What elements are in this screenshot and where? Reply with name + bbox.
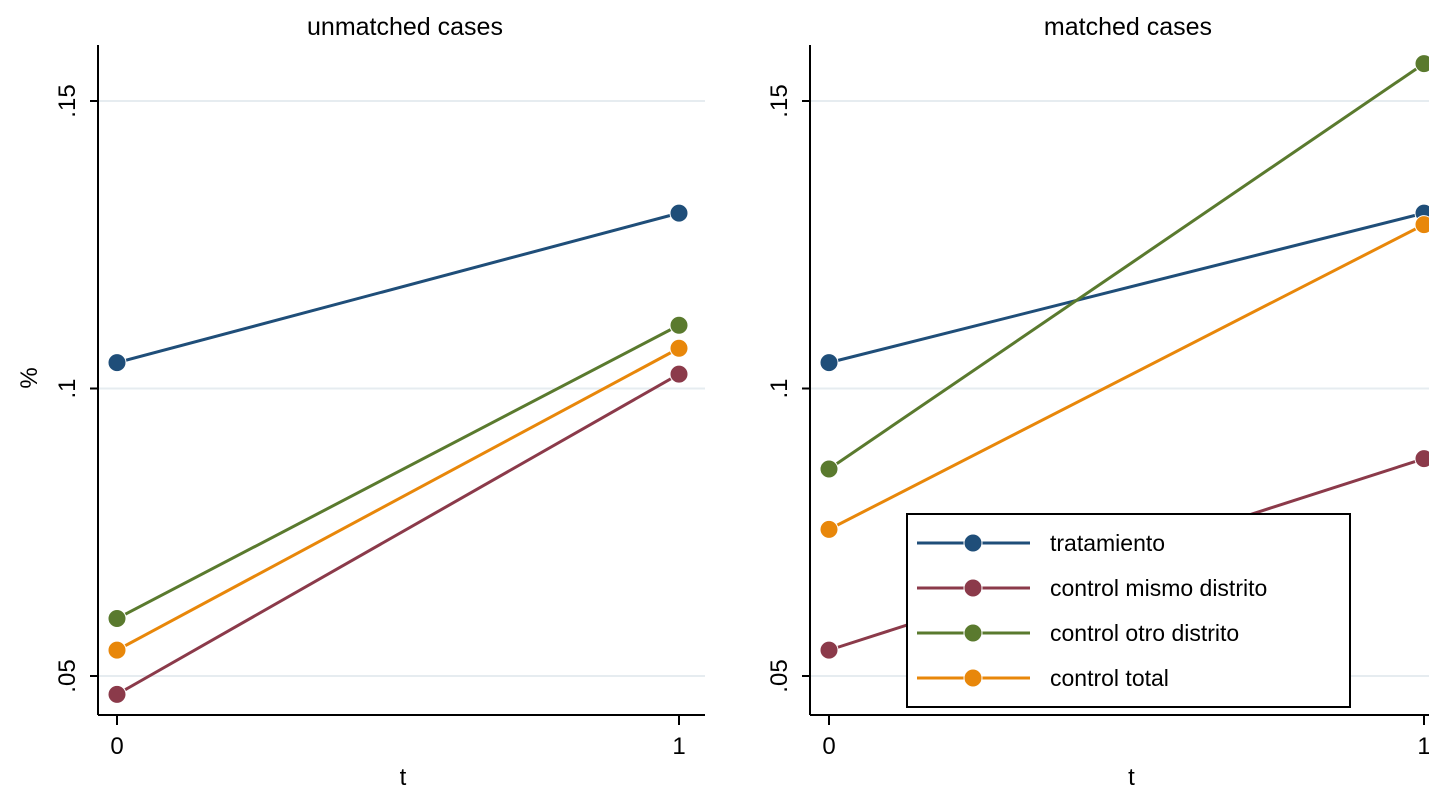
series-control-otro-distrito	[107, 315, 689, 628]
y-axis-label: %	[16, 367, 43, 388]
x-tick-label: 0	[822, 733, 835, 760]
series-control-mismo-distrito	[107, 364, 689, 704]
data-point	[1414, 54, 1429, 74]
x-tick-label: 0	[110, 733, 123, 760]
series-line	[828, 62, 1425, 471]
data-point	[669, 203, 689, 223]
x-tick-label: 1	[1417, 733, 1429, 760]
data-point	[669, 364, 689, 384]
series-control-total	[107, 338, 689, 660]
data-point	[107, 684, 127, 704]
series-line	[116, 372, 680, 696]
data-point	[819, 640, 839, 660]
series-control-total	[819, 215, 1429, 539]
series-line	[828, 211, 1425, 365]
y-tick-label: .05	[54, 659, 81, 692]
x-axis-label: t	[1128, 764, 1135, 789]
data-point	[107, 353, 127, 373]
series-line	[828, 223, 1425, 531]
legend-swatch-marker	[963, 623, 983, 643]
y-tick-label: .15	[54, 84, 81, 117]
series-line	[116, 346, 680, 652]
series-tratamiento	[107, 203, 689, 373]
series-tratamiento	[819, 203, 1429, 373]
legend: tratamiento control mismo distrito control…	[906, 513, 1351, 708]
data-point	[819, 519, 839, 539]
y-tick-label: .05	[766, 659, 793, 692]
legend-label: control total	[1050, 665, 1169, 691]
data-point	[107, 609, 127, 628]
series-control-otro-distrito	[819, 54, 1429, 479]
series-line	[116, 323, 680, 620]
legend-label: control mismo distrito	[1050, 575, 1267, 601]
data-point	[819, 459, 839, 479]
legend-swatch-marker	[963, 668, 983, 688]
panel-title: unmatched cases	[307, 13, 503, 41]
data-point	[669, 315, 689, 335]
series-line	[116, 211, 680, 365]
x-tick-label: 1	[672, 733, 685, 760]
legend-label: tratamiento	[1050, 530, 1165, 556]
data-point	[819, 353, 839, 373]
y-tick-label: .15	[766, 84, 793, 117]
panel-title: matched cases	[1044, 13, 1212, 41]
y-tick-label: .1	[54, 378, 81, 398]
y-tick-label: .1	[766, 378, 793, 398]
legend-label: control otro distrito	[1050, 620, 1239, 646]
data-point	[107, 640, 127, 660]
data-point	[669, 338, 689, 358]
panel-matched: matched cases .05 .1 .15 0 1 t tratamiento contr…	[766, 13, 1429, 791]
data-point	[1414, 215, 1429, 235]
data-point	[1414, 449, 1429, 469]
x-axis-label: t	[400, 764, 407, 789]
legend-swatch-marker	[963, 533, 983, 553]
legend-swatch-marker	[963, 578, 983, 598]
panel-unmatched: unmatched cases .05 .1 .15 0 1 t%	[16, 13, 705, 791]
